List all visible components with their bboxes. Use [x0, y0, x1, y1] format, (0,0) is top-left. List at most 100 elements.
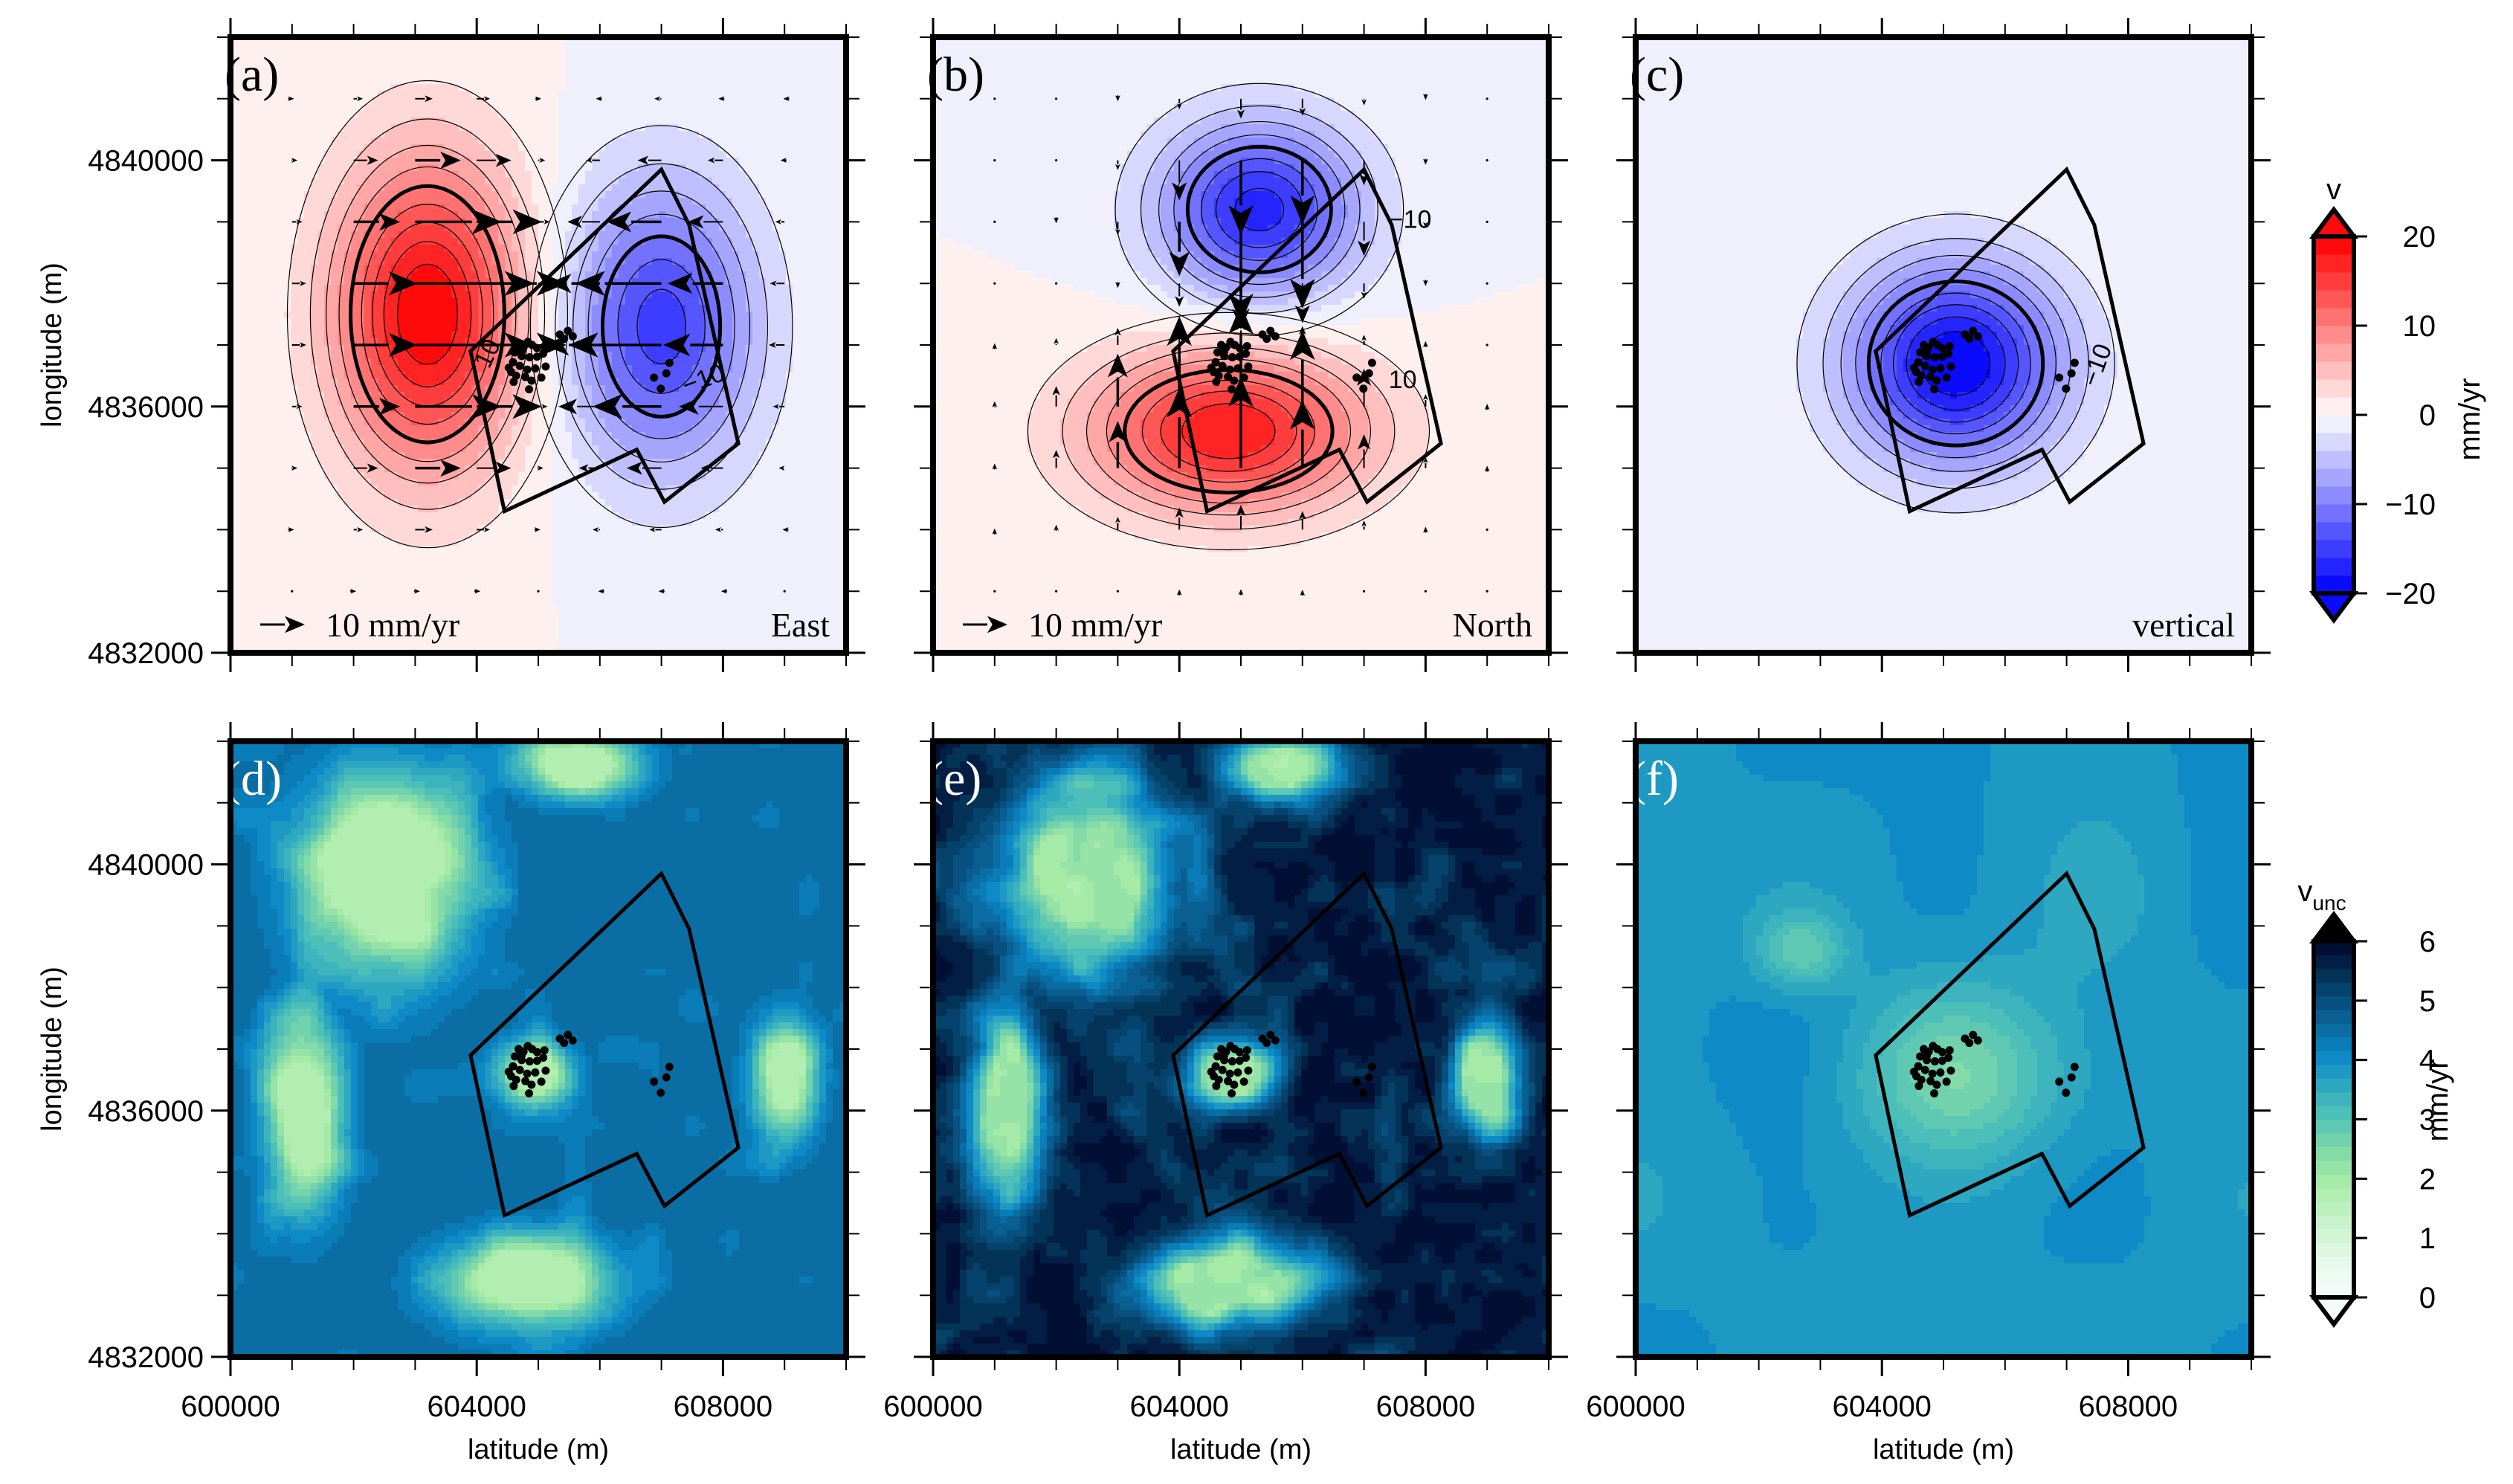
- colorbar-swatch: [2314, 1174, 2354, 1189]
- event-dot: [1213, 1052, 1222, 1061]
- event-dot: [1244, 362, 1253, 371]
- velocity-arrow: [1115, 160, 1120, 170]
- event-dot: [1920, 361, 1929, 370]
- event-dot: [2062, 1088, 2071, 1097]
- colorbar-ticks: 20 10 0 −10 −20: [2354, 221, 2436, 610]
- velocity-arrow: [707, 157, 723, 164]
- event-dot: [1928, 1069, 1937, 1078]
- velocity-arrow: [1485, 590, 1488, 593]
- colorbar-swatch: [2314, 558, 2354, 576]
- colorbar-swatch: [2314, 1215, 2354, 1230]
- event-dot: [1220, 346, 1229, 355]
- velocity-arrow: [413, 588, 420, 594]
- event-dot: [525, 1089, 534, 1098]
- event-dot: [540, 342, 549, 351]
- velocity-arrow: [992, 401, 998, 407]
- velocity-arrow: [353, 96, 364, 102]
- colorbar-swatch: [2314, 996, 2354, 1010]
- velocity-arrow: [1055, 590, 1058, 593]
- event-dot: [527, 376, 536, 385]
- colorbar-swatch: [2314, 1228, 2354, 1243]
- y-tick-label: 4836000: [88, 1095, 204, 1128]
- velocity-arrow: [1361, 520, 1367, 530]
- velocity-arrow: [567, 216, 600, 228]
- event-dot: [1224, 1077, 1233, 1085]
- event-dot: [1914, 1082, 1923, 1091]
- contour--12: [617, 259, 706, 394]
- event-dot: [521, 1077, 530, 1085]
- velocity-arrow: [1238, 589, 1244, 596]
- event-dot: [1923, 1051, 1932, 1059]
- velocity-arrow: [1485, 528, 1488, 532]
- reference-arrow: 10 mm/yr: [963, 606, 1162, 644]
- contour-2: [1027, 312, 1430, 551]
- contour-lines: [286, 80, 793, 549]
- event-dot: [662, 369, 671, 378]
- velocity-arrow: [598, 588, 604, 594]
- study-area-outline: [1874, 870, 2146, 1219]
- velocity-arrow: [1236, 505, 1246, 530]
- color-field: [230, 37, 846, 653]
- colorbar-swatch: [2314, 540, 2354, 558]
- x-axis-title: latitude (m): [1170, 1434, 1312, 1465]
- contour--2: [529, 125, 793, 529]
- colorbar-tick-label: 5: [2419, 985, 2436, 1018]
- velocity-arrow: [1054, 217, 1059, 224]
- velocity-arrow: [720, 588, 727, 594]
- colorbar-swatch: [2314, 1064, 2354, 1079]
- contour-label: 10: [1389, 366, 1417, 394]
- velocity-arrow: [477, 461, 512, 475]
- colorbar-swatch: [2314, 1023, 2354, 1038]
- velocity-arrow: [993, 97, 996, 100]
- velocity-arrow: [1109, 421, 1127, 468]
- colorbar-tick-label: 0: [2419, 399, 2436, 432]
- velocity-arrow: [1172, 160, 1187, 201]
- colorbar-swatch: [2314, 236, 2354, 255]
- event-dot: [2070, 358, 2079, 367]
- contour-4: [309, 118, 546, 510]
- event-dot: [515, 361, 524, 370]
- velocity-arrow: [291, 219, 303, 225]
- axis-ticks: [1616, 722, 2271, 1376]
- event-dot: [2055, 373, 2064, 382]
- event-dot: [1230, 376, 1239, 385]
- event-dot: [1235, 352, 1244, 361]
- event-dot: [1359, 1088, 1368, 1097]
- x-tick-label: 600000: [1586, 1390, 1685, 1423]
- contour-18: [397, 263, 458, 365]
- colorbar-swatch: [2314, 326, 2354, 344]
- velocity-arrow: [477, 209, 543, 235]
- event-dot: [1367, 358, 1376, 367]
- colorbar-tick-label: −10: [2385, 488, 2436, 521]
- velocity-arrow: [769, 341, 785, 349]
- velocity-arrow: [1175, 507, 1184, 530]
- event-dot: [539, 1054, 548, 1062]
- contour--8: [587, 213, 735, 439]
- contour--4: [1140, 105, 1378, 314]
- velocity-arrow: [350, 588, 357, 594]
- colorbar-unit: mm/yr: [2422, 1059, 2454, 1141]
- x-tick-label: 608000: [674, 1390, 772, 1423]
- colorbar-swatch: [2314, 1256, 2354, 1271]
- y-tick-label: 4836000: [88, 391, 204, 424]
- velocity-arrow: [1423, 94, 1428, 100]
- velocity-arrow: [1358, 434, 1371, 468]
- velocity-arrow: [1424, 590, 1427, 593]
- contour-2: [286, 80, 569, 549]
- contour--12: [1880, 292, 2031, 435]
- colorbar-swatch: [2314, 955, 2354, 970]
- velocity-arrow: [291, 280, 306, 286]
- velocity-arrow: [415, 95, 433, 103]
- colorbar-tick-label: 4: [2419, 1045, 2436, 1077]
- contour-8: [338, 166, 517, 462]
- event-dot: [1235, 1048, 1244, 1056]
- event-dot: [511, 348, 520, 357]
- velocity-arrow: [1299, 98, 1306, 116]
- y-tick-label: 4840000: [88, 849, 204, 882]
- x-tick-label: 604000: [1832, 1390, 1931, 1423]
- event-dot: [1914, 378, 1923, 387]
- velocity-arrow: [291, 342, 306, 348]
- panel-label: (e): [927, 752, 981, 806]
- event-dot: [1352, 1077, 1361, 1086]
- event-dot: [665, 1062, 674, 1071]
